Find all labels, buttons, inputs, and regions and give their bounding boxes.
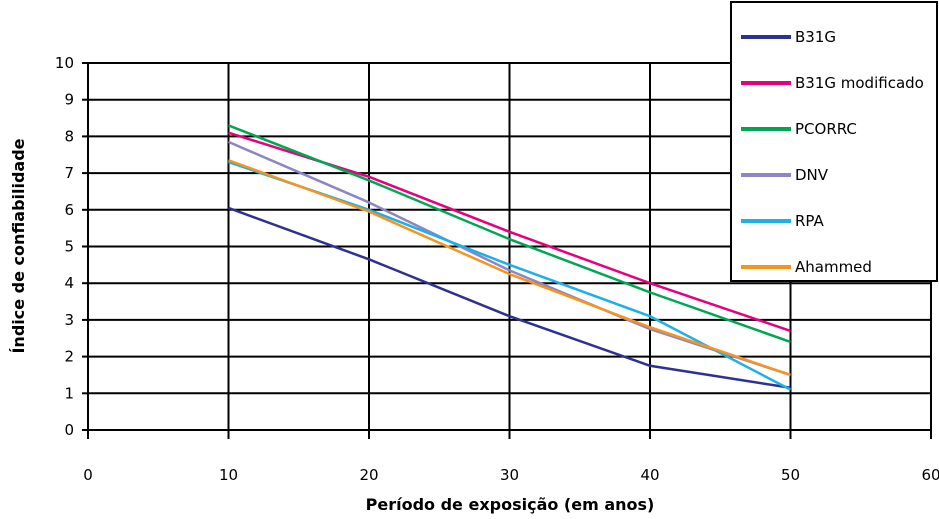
y-tick-label: 6 (64, 201, 74, 219)
legend-box (730, 1, 938, 282)
tick-labels: 0 1 2 3 4 5 6 7 8 9 10 0 10 20 30 40 50 60 (55, 54, 939, 484)
y-tick-label: 2 (64, 348, 74, 366)
x-tick-label: 40 (640, 466, 659, 484)
x-tick-label: 30 (500, 466, 519, 484)
legend-label: B31G modificado (795, 74, 924, 92)
series-line-b31g (228, 206, 791, 390)
x-tick-label: 50 (781, 466, 800, 484)
series-line-ahammed (228, 159, 791, 377)
y-tick-label: 7 (64, 164, 74, 182)
y-tick-label: 0 (64, 421, 74, 439)
y-tick-label: 10 (55, 54, 74, 72)
legend-label: DNV (795, 166, 829, 184)
y-tick-label: 8 (64, 127, 74, 145)
y-tick-label: 3 (64, 311, 74, 329)
series-lines (228, 124, 792, 391)
x-tick-label: 0 (83, 466, 93, 484)
x-tick-label: 60 (921, 466, 939, 484)
legend-label: B31G (795, 28, 836, 46)
legend-label: PCORRC (795, 120, 857, 138)
x-tick-label: 10 (219, 466, 238, 484)
legend: B31G B31G modificado PCORRC DNV RPA Ahammed (730, 1, 938, 282)
x-tick-label: 20 (359, 466, 378, 484)
y-axis-title: Índice de confiabilidade (9, 138, 28, 353)
series-line-pcorrc (228, 124, 791, 344)
legend-label: RPA (795, 212, 825, 230)
y-tick-label: 1 (64, 384, 74, 402)
y-tick-label: 5 (64, 238, 74, 256)
y-tick-label: 9 (64, 91, 74, 109)
y-tick-label: 4 (64, 274, 74, 292)
legend-label: Ahammed (795, 258, 872, 276)
x-axis-title: Período de exposição (em anos) (366, 495, 655, 514)
